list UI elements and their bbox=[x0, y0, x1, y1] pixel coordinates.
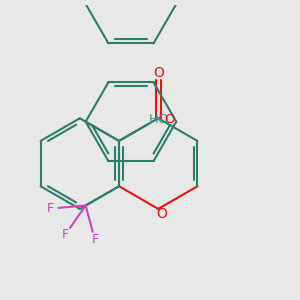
Text: F: F bbox=[91, 233, 98, 246]
Text: HO: HO bbox=[149, 113, 169, 126]
Text: O: O bbox=[153, 66, 164, 80]
Text: F: F bbox=[47, 202, 54, 215]
Text: F: F bbox=[62, 228, 69, 241]
Text: O: O bbox=[156, 207, 167, 221]
Text: O: O bbox=[164, 113, 175, 126]
